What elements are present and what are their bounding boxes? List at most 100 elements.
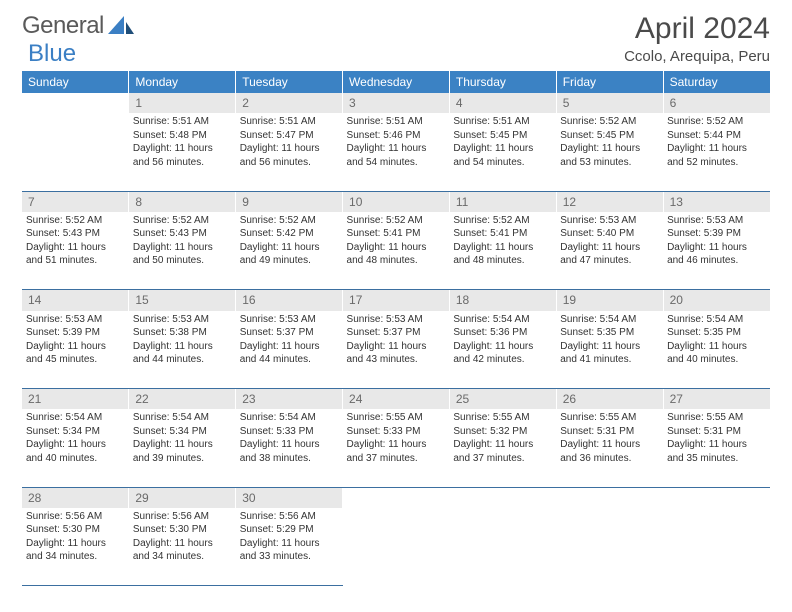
day-cell: Sunrise: 5:53 AMSunset: 5:38 PMDaylight:… (129, 311, 236, 389)
sunrise-text: Sunrise: 5:55 AM (667, 411, 766, 425)
daylight-text: and 53 minutes. (560, 156, 659, 170)
day-cell (663, 508, 770, 586)
sunset-text: Sunset: 5:31 PM (560, 425, 659, 439)
sunrise-text: Sunrise: 5:55 AM (347, 411, 446, 425)
day-number-cell: 9 (236, 191, 343, 212)
sunset-text: Sunset: 5:30 PM (26, 523, 125, 537)
sunrise-text: Sunrise: 5:54 AM (453, 313, 552, 327)
day-cell: Sunrise: 5:53 AMSunset: 5:40 PMDaylight:… (556, 212, 663, 290)
day-number-cell: 24 (343, 389, 450, 410)
sunrise-text: Sunrise: 5:54 AM (133, 411, 232, 425)
daylight-text: and 56 minutes. (133, 156, 232, 170)
daylight-text: Daylight: 11 hours (560, 340, 659, 354)
sunrise-text: Sunrise: 5:52 AM (453, 214, 552, 228)
daylight-text: Daylight: 11 hours (453, 241, 552, 255)
day-cell (556, 508, 663, 586)
daylight-text: and 39 minutes. (133, 452, 232, 466)
day-cell: Sunrise: 5:54 AMSunset: 5:36 PMDaylight:… (449, 311, 556, 389)
day-cell: Sunrise: 5:56 AMSunset: 5:29 PMDaylight:… (236, 508, 343, 586)
sunrise-text: Sunrise: 5:53 AM (560, 214, 659, 228)
sunrise-text: Sunrise: 5:52 AM (560, 115, 659, 129)
weekday-header: Friday (556, 71, 663, 93)
sunrise-text: Sunrise: 5:52 AM (667, 115, 766, 129)
day-number-cell: 20 (663, 290, 770, 311)
daylight-text: Daylight: 11 hours (453, 438, 552, 452)
weekday-header: Sunday (22, 71, 129, 93)
day-number-cell: 18 (449, 290, 556, 311)
daylight-text: and 34 minutes. (133, 550, 232, 564)
day-content-row: Sunrise: 5:53 AMSunset: 5:39 PMDaylight:… (22, 311, 770, 389)
daylight-text: and 36 minutes. (560, 452, 659, 466)
sunrise-text: Sunrise: 5:55 AM (453, 411, 552, 425)
sunrise-text: Sunrise: 5:53 AM (133, 313, 232, 327)
daylight-text: Daylight: 11 hours (26, 438, 125, 452)
daylight-text: and 38 minutes. (240, 452, 339, 466)
daylight-text: and 45 minutes. (26, 353, 125, 367)
daylight-text: Daylight: 11 hours (667, 142, 766, 156)
weekday-header: Thursday (449, 71, 556, 93)
day-cell: Sunrise: 5:51 AMSunset: 5:47 PMDaylight:… (236, 113, 343, 191)
daylight-text: Daylight: 11 hours (560, 241, 659, 255)
sunset-text: Sunset: 5:44 PM (667, 129, 766, 143)
sunrise-text: Sunrise: 5:56 AM (133, 510, 232, 524)
daylight-text: and 43 minutes. (347, 353, 446, 367)
sunrise-text: Sunrise: 5:53 AM (240, 313, 339, 327)
sunset-text: Sunset: 5:34 PM (133, 425, 232, 439)
day-cell: Sunrise: 5:53 AMSunset: 5:37 PMDaylight:… (343, 311, 450, 389)
daylight-text: Daylight: 11 hours (560, 142, 659, 156)
day-number-cell: 30 (236, 487, 343, 508)
weekday-header: Wednesday (343, 71, 450, 93)
day-cell: Sunrise: 5:52 AMSunset: 5:41 PMDaylight:… (343, 212, 450, 290)
sunset-text: Sunset: 5:48 PM (133, 129, 232, 143)
day-content-row: Sunrise: 5:51 AMSunset: 5:48 PMDaylight:… (22, 113, 770, 191)
daylight-text: and 33 minutes. (240, 550, 339, 564)
sunset-text: Sunset: 5:37 PM (240, 326, 339, 340)
day-cell: Sunrise: 5:52 AMSunset: 5:45 PMDaylight:… (556, 113, 663, 191)
sunset-text: Sunset: 5:32 PM (453, 425, 552, 439)
daylight-text: and 49 minutes. (240, 254, 339, 268)
day-cell: Sunrise: 5:51 AMSunset: 5:45 PMDaylight:… (449, 113, 556, 191)
day-content-row: Sunrise: 5:56 AMSunset: 5:30 PMDaylight:… (22, 508, 770, 586)
day-cell: Sunrise: 5:54 AMSunset: 5:35 PMDaylight:… (663, 311, 770, 389)
day-number-cell: 2 (236, 93, 343, 113)
day-content-row: Sunrise: 5:52 AMSunset: 5:43 PMDaylight:… (22, 212, 770, 290)
day-cell: Sunrise: 5:55 AMSunset: 5:31 PMDaylight:… (663, 409, 770, 487)
daylight-text: Daylight: 11 hours (26, 340, 125, 354)
day-cell: Sunrise: 5:56 AMSunset: 5:30 PMDaylight:… (129, 508, 236, 586)
sunrise-text: Sunrise: 5:54 AM (240, 411, 339, 425)
weekday-header: Tuesday (236, 71, 343, 93)
weekday-header: Saturday (663, 71, 770, 93)
daylight-text: and 52 minutes. (667, 156, 766, 170)
day-number-cell: 19 (556, 290, 663, 311)
day-cell: Sunrise: 5:52 AMSunset: 5:43 PMDaylight:… (129, 212, 236, 290)
sunset-text: Sunset: 5:33 PM (347, 425, 446, 439)
sunrise-text: Sunrise: 5:52 AM (26, 214, 125, 228)
logo-sail-icon (108, 16, 134, 36)
sunset-text: Sunset: 5:45 PM (560, 129, 659, 143)
daylight-text: Daylight: 11 hours (453, 340, 552, 354)
sunset-text: Sunset: 5:30 PM (133, 523, 232, 537)
day-number-cell: 17 (343, 290, 450, 311)
day-number-cell: 5 (556, 93, 663, 113)
day-number-cell: 4 (449, 93, 556, 113)
daylight-text: Daylight: 11 hours (347, 241, 446, 255)
day-number-cell: 14 (22, 290, 129, 311)
day-cell: Sunrise: 5:51 AMSunset: 5:48 PMDaylight:… (129, 113, 236, 191)
daylight-text: and 46 minutes. (667, 254, 766, 268)
daylight-text: Daylight: 11 hours (347, 438, 446, 452)
day-number-cell: 7 (22, 191, 129, 212)
sunset-text: Sunset: 5:31 PM (667, 425, 766, 439)
day-number-row: 21222324252627 (22, 389, 770, 410)
day-cell (343, 508, 450, 586)
daylight-text: and 37 minutes. (347, 452, 446, 466)
day-cell: Sunrise: 5:52 AMSunset: 5:42 PMDaylight:… (236, 212, 343, 290)
sunset-text: Sunset: 5:41 PM (453, 227, 552, 241)
sunrise-text: Sunrise: 5:53 AM (347, 313, 446, 327)
daylight-text: and 40 minutes. (667, 353, 766, 367)
day-number-cell: 23 (236, 389, 343, 410)
sunrise-text: Sunrise: 5:56 AM (26, 510, 125, 524)
logo: General (22, 12, 134, 40)
day-number-cell: 11 (449, 191, 556, 212)
day-number-cell: 25 (449, 389, 556, 410)
day-number-cell: 22 (129, 389, 236, 410)
